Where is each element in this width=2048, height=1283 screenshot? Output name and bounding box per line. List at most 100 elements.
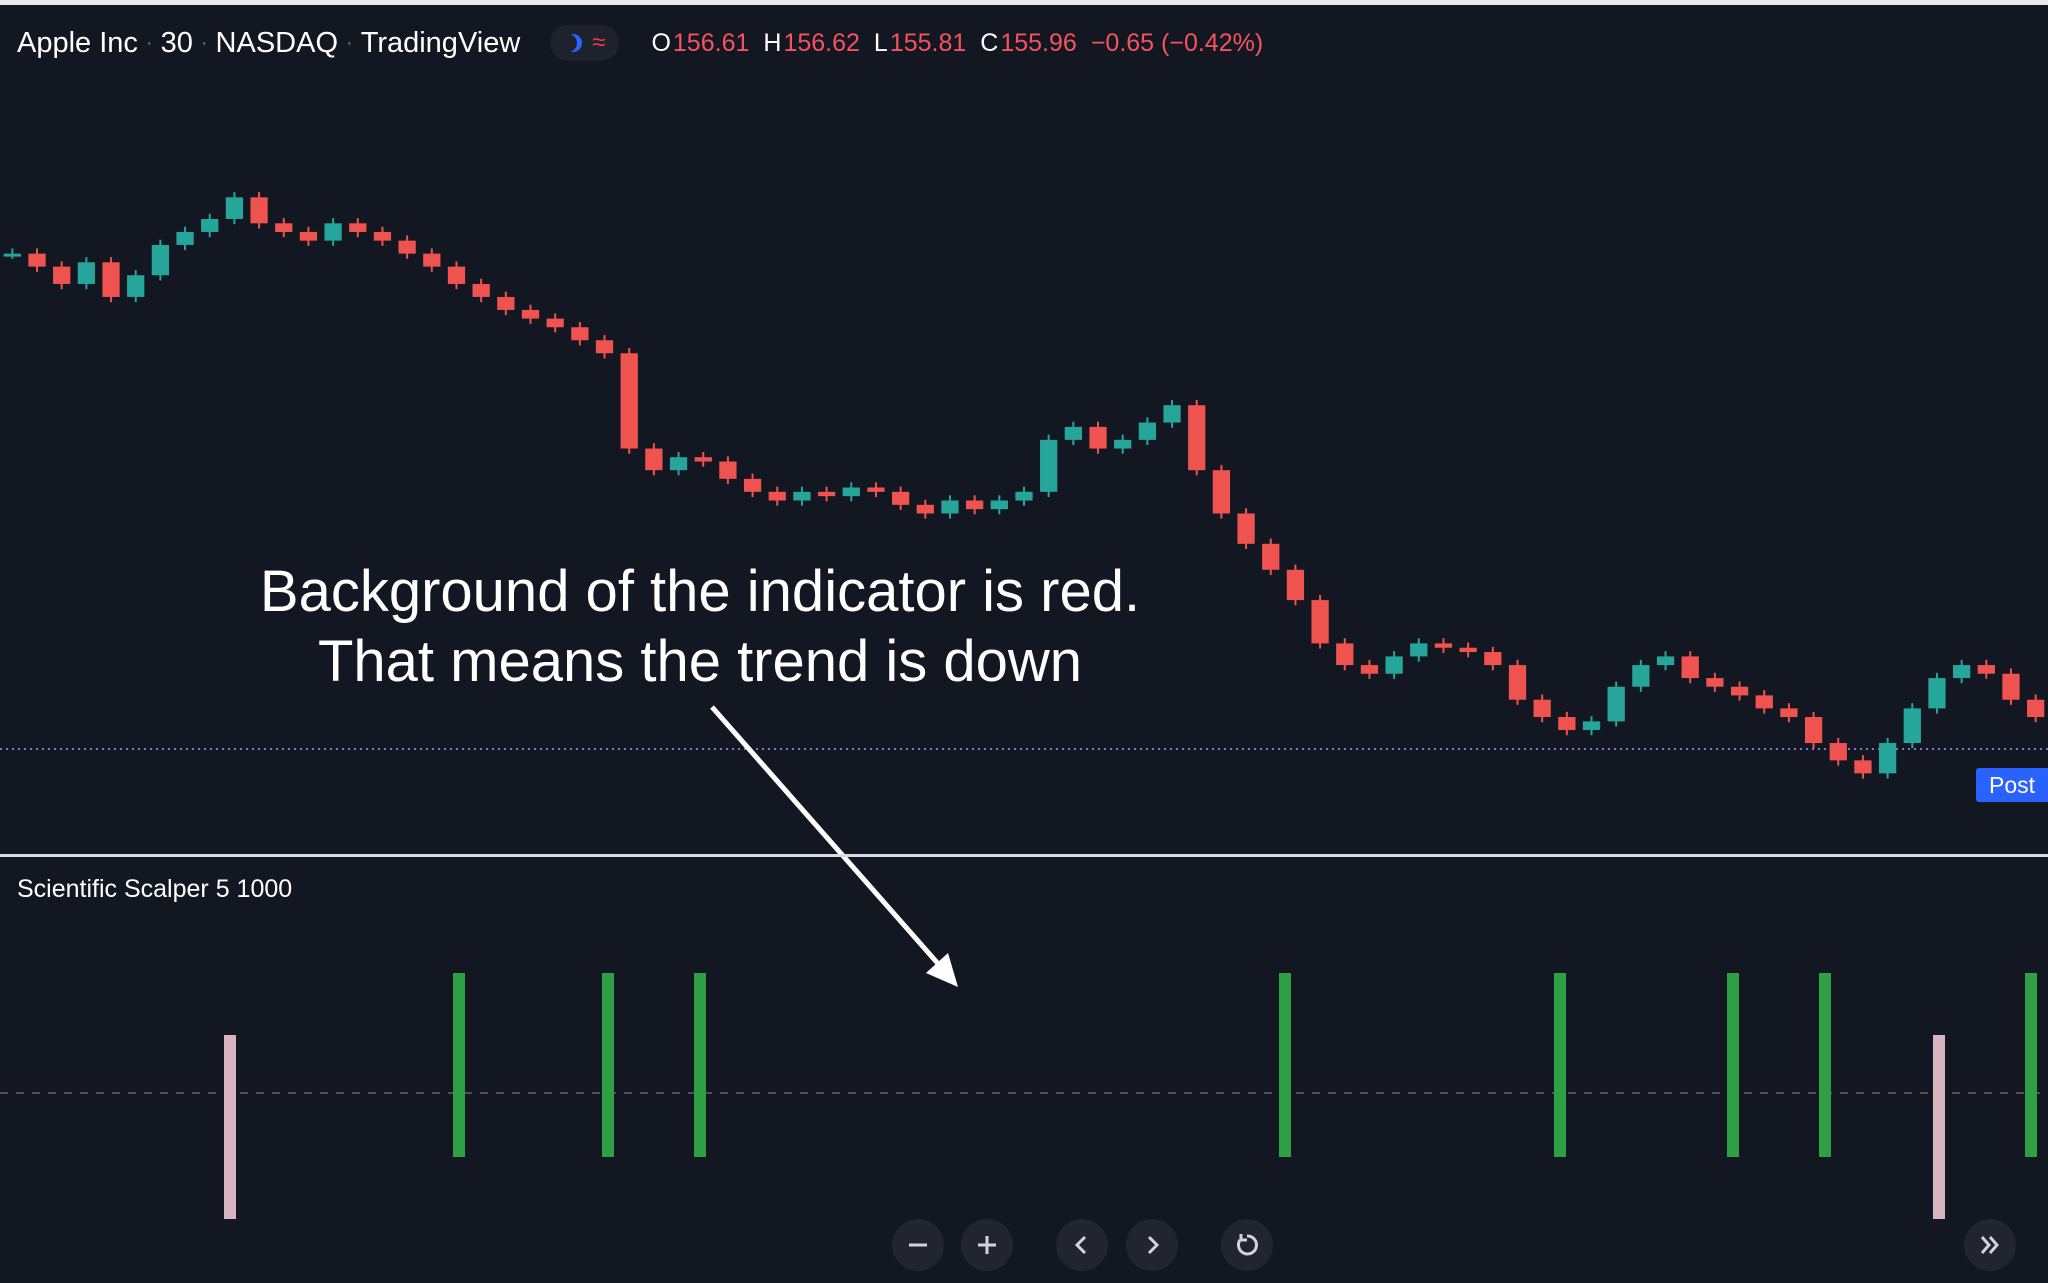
candle-body	[1114, 439, 1132, 449]
candle-body	[398, 240, 416, 254]
candle-body	[102, 262, 120, 297]
candle-body	[941, 500, 959, 514]
candle-body	[1558, 717, 1576, 731]
indicator-signal-bar	[1727, 973, 1739, 1157]
candle-body	[373, 231, 392, 241]
candle-body	[127, 275, 145, 297]
candle-body	[990, 500, 1008, 510]
indicator-signal-bar	[224, 1035, 236, 1219]
close-value: 155.96	[1000, 28, 1077, 57]
candle-body	[768, 491, 786, 501]
annotation-line-2: That means the trend is down	[317, 629, 1083, 694]
indicator-signal-bar	[453, 973, 465, 1157]
indicator-signal-bar	[694, 973, 706, 1157]
candle-body	[966, 500, 984, 510]
zoom-in-button[interactable]	[961, 1219, 1013, 1271]
double-chevron-right-icon	[1980, 1236, 1999, 1254]
candle-body	[3, 253, 21, 257]
candle-body	[1040, 439, 1058, 492]
ohlc-values: O156.61 H156.62 L155.81 C155.96 −0.65 (−…	[651, 29, 1263, 58]
source-label: TradingView	[360, 26, 521, 59]
candle-body	[1533, 699, 1551, 718]
scroll-right-button[interactable]	[1126, 1219, 1178, 1271]
reset-icon	[1237, 1234, 1258, 1256]
indicator-signal-bar	[1279, 973, 1291, 1157]
legend-separator: ·	[200, 31, 208, 54]
candle-body	[669, 457, 688, 471]
candle-body	[916, 504, 934, 514]
candle-body	[1953, 665, 1971, 679]
candle-body	[1632, 665, 1650, 687]
pane-divider[interactable]	[0, 854, 2048, 857]
candle-body	[1928, 678, 1946, 709]
candle-body	[891, 491, 910, 505]
candle-body	[1311, 600, 1329, 644]
candle-body	[1582, 721, 1601, 731]
candle-body	[1878, 743, 1897, 774]
candle-body	[867, 487, 885, 492]
annotation-line-1: Background of the indicator is red.	[259, 559, 1141, 624]
candle-body	[571, 327, 589, 341]
indicator-title[interactable]: Scientific Scalper 5 1000	[17, 875, 293, 903]
candle-body	[1459, 647, 1477, 653]
candle-body	[1064, 426, 1082, 440]
high-value: 156.62	[783, 28, 860, 57]
candle-body	[250, 197, 268, 224]
candle-body	[595, 340, 614, 354]
candle-body	[176, 231, 194, 245]
moon-icon	[564, 34, 582, 52]
scroll-left-button[interactable]	[1056, 1219, 1108, 1271]
symbol-legend[interactable]: Apple Inc · 30 · NASDAQ · TradingView ≈ …	[17, 23, 1263, 63]
change-value: −0.65 (−0.42%)	[1090, 28, 1264, 57]
candle-body	[1410, 643, 1428, 657]
candle-body	[1656, 656, 1675, 666]
zoom-out-button[interactable]	[892, 1219, 944, 1271]
open-label: O	[651, 28, 671, 57]
candle-body	[1385, 656, 1403, 674]
indicator-signal-bar	[1554, 973, 1566, 1157]
candle-body	[225, 197, 244, 219]
post-market-badge: Post	[1976, 768, 2048, 802]
window-top-edge	[0, 0, 2048, 5]
legend-separator: ·	[145, 31, 153, 54]
annotation-text: Background of the indicator is red. That…	[180, 557, 1220, 697]
low-label: L	[873, 28, 888, 57]
chart-container[interactable]: Apple Inc · 30 · NASDAQ · TradingView ≈ …	[0, 5, 2048, 1283]
open-value: 156.61	[672, 28, 750, 57]
candle-body	[472, 283, 490, 297]
candle-body	[275, 223, 293, 232]
low-value: 155.81	[889, 28, 967, 57]
candle-body	[1163, 405, 1181, 423]
candle-body	[1360, 665, 1379, 674]
candle-body	[151, 244, 170, 276]
candle-body	[842, 487, 860, 497]
candle-body	[521, 309, 540, 319]
candle-body	[324, 223, 342, 241]
minus-icon	[909, 1243, 927, 1247]
exchange-label: NASDAQ	[215, 26, 339, 59]
candle-body	[1286, 569, 1305, 601]
price-chart-canvas[interactable]	[0, 5, 2048, 1283]
high-label: H	[763, 28, 782, 57]
candle-body	[1508, 665, 1527, 700]
candle-body	[1780, 708, 1798, 718]
candle-body	[1854, 760, 1872, 774]
candle-body	[1188, 405, 1206, 471]
market-status-pill[interactable]: ≈	[550, 25, 620, 61]
candle-body	[1755, 695, 1773, 709]
candle-body	[1336, 643, 1354, 666]
scroll-to-realtime-button[interactable]	[1964, 1219, 2016, 1271]
candle-body	[497, 296, 515, 310]
candle-body	[1262, 543, 1280, 570]
candle-body	[793, 491, 811, 501]
indicator-signal-bar	[1819, 973, 1831, 1157]
candle-body	[1730, 686, 1749, 696]
annotation-arrow	[710, 705, 958, 987]
candle-body	[1212, 470, 1231, 514]
interval-label[interactable]: 30	[160, 26, 193, 59]
symbol-name[interactable]: Apple Inc	[17, 26, 138, 59]
candle-body	[1804, 717, 1823, 744]
legend-separator: ·	[346, 31, 353, 54]
reset-chart-button[interactable]	[1221, 1219, 1273, 1271]
candle-body	[201, 218, 219, 232]
